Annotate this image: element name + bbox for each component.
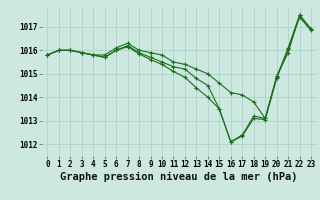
X-axis label: Graphe pression niveau de la mer (hPa): Graphe pression niveau de la mer (hPa) [60,172,298,182]
